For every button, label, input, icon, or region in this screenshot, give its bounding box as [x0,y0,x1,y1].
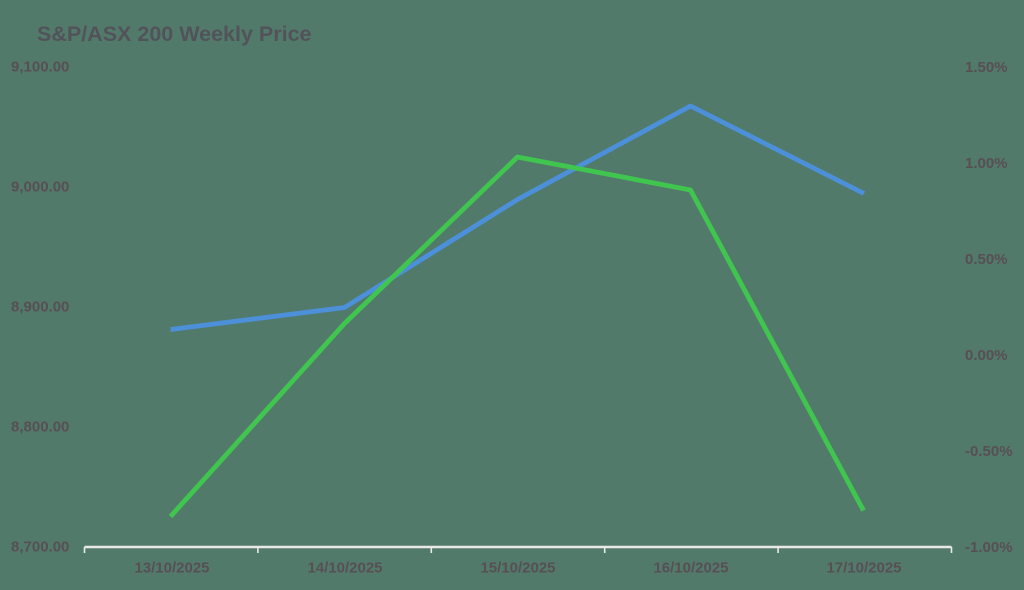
svg-text:1.50%: 1.50% [965,59,1008,76]
svg-text:1.00%: 1.00% [965,155,1008,172]
svg-text:13/10/2025: 13/10/2025 [134,560,209,577]
svg-text:S&P/ASX 200 Weekly Price: S&P/ASX 200 Weekly Price [37,22,312,46]
svg-text:0.00%: 0.00% [965,347,1008,364]
svg-text:-0.50%: -0.50% [965,443,1013,460]
svg-text:8,700.00: 8,700.00 [11,539,69,556]
svg-text:17/10/2025: 17/10/2025 [826,560,901,577]
svg-text:14/10/2025: 14/10/2025 [307,560,382,577]
svg-text:8,800.00: 8,800.00 [11,419,69,436]
svg-text:9,000.00: 9,000.00 [11,179,69,196]
svg-text:-1.00%: -1.00% [965,539,1013,556]
svg-text:16/10/2025: 16/10/2025 [653,560,728,577]
svg-text:0.50%: 0.50% [965,251,1008,268]
svg-text:15/10/2025: 15/10/2025 [480,560,555,577]
svg-text:9,100.00: 9,100.00 [11,59,69,76]
svg-text:8,900.00: 8,900.00 [11,299,69,316]
